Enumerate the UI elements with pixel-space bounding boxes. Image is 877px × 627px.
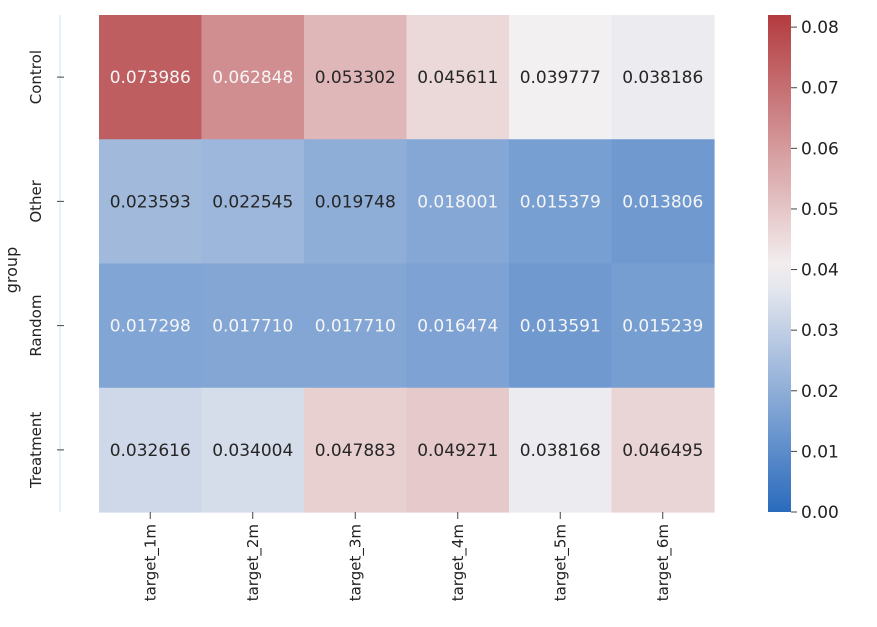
heatmap-cell xyxy=(99,263,203,389)
heatmap-cell xyxy=(509,139,613,265)
heatmap-cell xyxy=(509,387,613,513)
heatmap-cell xyxy=(304,387,408,513)
x-tick-label: target_4m xyxy=(449,524,468,601)
cell-value-label: 0.016474 xyxy=(417,317,498,337)
y-tick-label: Other xyxy=(27,179,45,222)
x-tick-label: target_1m xyxy=(141,524,160,601)
colorbar: 0.00 0.01 0.02 0.03 0.04 0.05 0.06 0.07 0.08 xyxy=(768,15,839,523)
heatmap-cell xyxy=(201,263,305,389)
colorbar-tick-label: 0.01 xyxy=(801,442,839,462)
heatmap-cell xyxy=(201,139,305,265)
cell-value-label: 0.062848 xyxy=(212,68,293,88)
colorbar-tick-label: 0.07 xyxy=(801,79,839,99)
y-axis: Control Other Random Treatment xyxy=(27,15,64,512)
cell-value-label: 0.015239 xyxy=(622,317,703,337)
y-tick-label: Treatment xyxy=(27,412,45,489)
cell-value-label: 0.022545 xyxy=(212,192,293,212)
heatmap-cell xyxy=(406,263,510,389)
heatmap-cell xyxy=(99,387,203,513)
cell-value-label: 0.023593 xyxy=(110,192,191,212)
cell-value-label: 0.017710 xyxy=(212,317,293,337)
cell-value-label: 0.039777 xyxy=(520,68,601,88)
heatmap-cell xyxy=(406,387,510,513)
heatmap-cell xyxy=(611,263,715,389)
cell-value-label: 0.013591 xyxy=(520,317,601,337)
heatmap-cell xyxy=(99,15,203,140)
heatmap-cell xyxy=(99,139,203,265)
cell-value-label: 0.073986 xyxy=(110,68,191,88)
heatmap-cell xyxy=(406,15,510,140)
cell-value-label: 0.053302 xyxy=(315,68,396,88)
cell-value-label: 0.017298 xyxy=(110,317,191,337)
heatmap-cell xyxy=(304,263,408,389)
x-tick-label: target_6m xyxy=(654,524,673,601)
heatmap-cell xyxy=(611,15,715,140)
y-tick-label: Random xyxy=(27,295,45,357)
heatmap-cell xyxy=(304,139,408,265)
cell-value-label: 0.017710 xyxy=(315,317,396,337)
x-tick-label: target_5m xyxy=(551,524,570,601)
cell-value-label: 0.046495 xyxy=(622,441,703,461)
x-tick-label: target_3m xyxy=(346,524,365,601)
cell-value-label: 0.038168 xyxy=(520,441,601,461)
cell-value-label: 0.034004 xyxy=(212,441,293,461)
colorbar-tick-label: 0.05 xyxy=(801,200,839,220)
cell-value-label: 0.047883 xyxy=(315,441,396,461)
colorbar-tick-label: 0.06 xyxy=(801,139,839,159)
cell-value-label: 0.013806 xyxy=(622,192,703,212)
y-tick-label: Control xyxy=(27,50,45,104)
cell-value-label: 0.038186 xyxy=(622,68,703,88)
colorbar-tick-label: 0.04 xyxy=(801,261,839,281)
cell-value-label: 0.019748 xyxy=(315,192,396,212)
x-axis: target_1m target_2m target_3m target_4m targ… xyxy=(141,512,673,601)
heatmap-cell xyxy=(201,387,305,513)
heatmap-cells: 0.073986 0.062848 0.053302 0.045611 0.039777… xyxy=(99,15,715,513)
x-tick-label: target_2m xyxy=(244,524,263,601)
colorbar-tick-label: 0.03 xyxy=(801,321,839,341)
heatmap-cell xyxy=(611,139,715,265)
cell-value-label: 0.018001 xyxy=(417,192,498,212)
y-axis-title: group xyxy=(2,247,21,293)
colorbar-tick-label: 0.08 xyxy=(801,18,839,38)
cell-value-label: 0.045611 xyxy=(417,68,498,88)
heatmap-cell xyxy=(406,139,510,265)
heatmap-cell xyxy=(304,15,408,140)
heatmap-cell xyxy=(611,387,715,513)
colorbar-gradient xyxy=(768,15,791,512)
colorbar-tick-label: 0.02 xyxy=(801,382,839,402)
cell-value-label: 0.049271 xyxy=(417,441,498,461)
colorbar-tick-label: 0.00 xyxy=(801,503,839,523)
heatmap-cell xyxy=(201,15,305,140)
cell-value-label: 0.015379 xyxy=(520,192,601,212)
heatmap-cell xyxy=(509,263,613,389)
heatmap-cell xyxy=(509,15,613,140)
cell-value-label: 0.032616 xyxy=(110,441,191,461)
